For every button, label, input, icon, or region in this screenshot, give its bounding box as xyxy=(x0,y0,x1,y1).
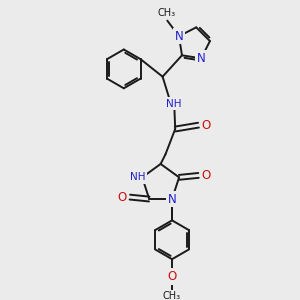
Text: NH: NH xyxy=(167,99,182,109)
Text: CH₃: CH₃ xyxy=(157,8,176,18)
Text: O: O xyxy=(202,169,211,182)
Text: N: N xyxy=(197,52,206,65)
Text: N: N xyxy=(168,193,176,206)
Text: NH: NH xyxy=(130,172,145,182)
Text: O: O xyxy=(202,118,211,132)
Text: N: N xyxy=(175,30,183,43)
Text: CH₃: CH₃ xyxy=(163,291,181,300)
Text: O: O xyxy=(118,190,127,204)
Text: O: O xyxy=(167,270,177,283)
